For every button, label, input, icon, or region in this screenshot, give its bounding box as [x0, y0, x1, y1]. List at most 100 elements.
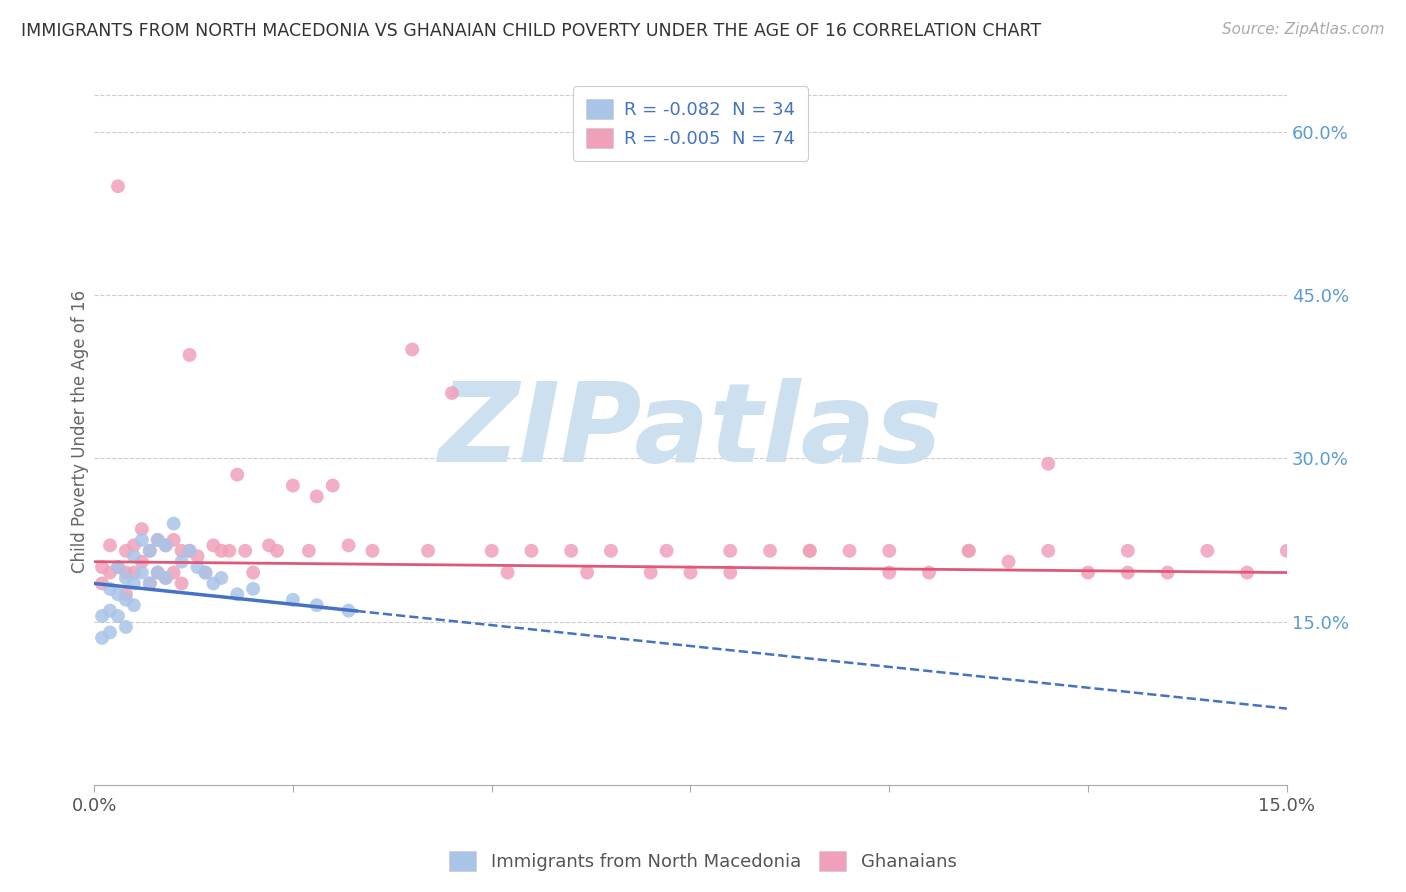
Point	[337, 538, 360, 552]
Point	[281, 592, 304, 607]
Point	[139, 576, 162, 591]
Text: ZIPatlas: ZIPatlas	[439, 377, 942, 484]
Point	[155, 538, 177, 552]
Point	[163, 516, 186, 531]
Point	[1038, 457, 1060, 471]
Legend: R = -0.082  N = 34, R = -0.005  N = 74: R = -0.082 N = 34, R = -0.005 N = 74	[574, 87, 807, 161]
Point	[115, 620, 138, 634]
Point	[838, 543, 860, 558]
Point	[115, 543, 138, 558]
Point	[1077, 566, 1099, 580]
Point	[146, 566, 169, 580]
Point	[226, 587, 249, 601]
Point	[194, 566, 217, 580]
Point	[1156, 566, 1178, 580]
Point	[139, 543, 162, 558]
Point	[179, 348, 201, 362]
Point	[655, 543, 678, 558]
Point	[163, 533, 186, 547]
Point	[131, 555, 153, 569]
Point	[1275, 543, 1298, 558]
Point	[281, 478, 304, 492]
Point	[718, 566, 741, 580]
Point	[799, 543, 821, 558]
Point	[1197, 543, 1219, 558]
Point	[170, 543, 193, 558]
Point	[298, 543, 321, 558]
Point	[718, 543, 741, 558]
Point	[107, 560, 129, 574]
Point	[146, 533, 169, 547]
Point	[115, 566, 138, 580]
Point	[91, 560, 114, 574]
Point	[91, 631, 114, 645]
Point	[122, 538, 145, 552]
Point	[115, 592, 138, 607]
Point	[155, 538, 177, 552]
Text: Source: ZipAtlas.com: Source: ZipAtlas.com	[1222, 22, 1385, 37]
Point	[163, 566, 186, 580]
Point	[131, 566, 153, 580]
Point	[98, 538, 121, 552]
Point	[759, 543, 782, 558]
Point	[1116, 543, 1139, 558]
Point	[139, 576, 162, 591]
Point	[401, 343, 423, 357]
Point	[179, 543, 201, 558]
Point	[416, 543, 439, 558]
Point	[107, 179, 129, 194]
Point	[361, 543, 384, 558]
Point	[122, 576, 145, 591]
Legend: Immigrants from North Macedonia, Ghanaians: Immigrants from North Macedonia, Ghanaia…	[441, 844, 965, 879]
Point	[91, 609, 114, 624]
Point	[640, 566, 662, 580]
Point	[481, 543, 503, 558]
Point	[877, 543, 900, 558]
Point	[496, 566, 519, 580]
Point	[226, 467, 249, 482]
Point	[218, 543, 240, 558]
Y-axis label: Child Poverty Under the Age of 16: Child Poverty Under the Age of 16	[72, 290, 89, 573]
Point	[257, 538, 280, 552]
Point	[266, 543, 288, 558]
Point	[322, 478, 344, 492]
Point	[305, 598, 328, 612]
Point	[122, 598, 145, 612]
Point	[440, 386, 463, 401]
Point	[98, 604, 121, 618]
Point	[155, 571, 177, 585]
Point	[98, 625, 121, 640]
Point	[107, 587, 129, 601]
Text: IMMIGRANTS FROM NORTH MACEDONIA VS GHANAIAN CHILD POVERTY UNDER THE AGE OF 16 CO: IMMIGRANTS FROM NORTH MACEDONIA VS GHANA…	[21, 22, 1042, 40]
Point	[1236, 566, 1258, 580]
Point	[122, 566, 145, 580]
Point	[170, 576, 193, 591]
Point	[202, 576, 225, 591]
Point	[1116, 566, 1139, 580]
Point	[186, 560, 208, 574]
Point	[146, 533, 169, 547]
Point	[170, 555, 193, 569]
Point	[560, 543, 582, 558]
Point	[957, 543, 980, 558]
Point	[179, 543, 201, 558]
Point	[679, 566, 702, 580]
Point	[242, 582, 264, 596]
Point	[146, 566, 169, 580]
Point	[209, 571, 232, 585]
Point	[107, 560, 129, 574]
Point	[957, 543, 980, 558]
Point	[115, 587, 138, 601]
Point	[139, 543, 162, 558]
Point	[576, 566, 599, 580]
Point	[186, 549, 208, 564]
Point	[997, 555, 1019, 569]
Point	[600, 543, 623, 558]
Point	[91, 576, 114, 591]
Point	[194, 566, 217, 580]
Point	[98, 566, 121, 580]
Point	[242, 566, 264, 580]
Point	[131, 522, 153, 536]
Point	[115, 571, 138, 585]
Point	[155, 571, 177, 585]
